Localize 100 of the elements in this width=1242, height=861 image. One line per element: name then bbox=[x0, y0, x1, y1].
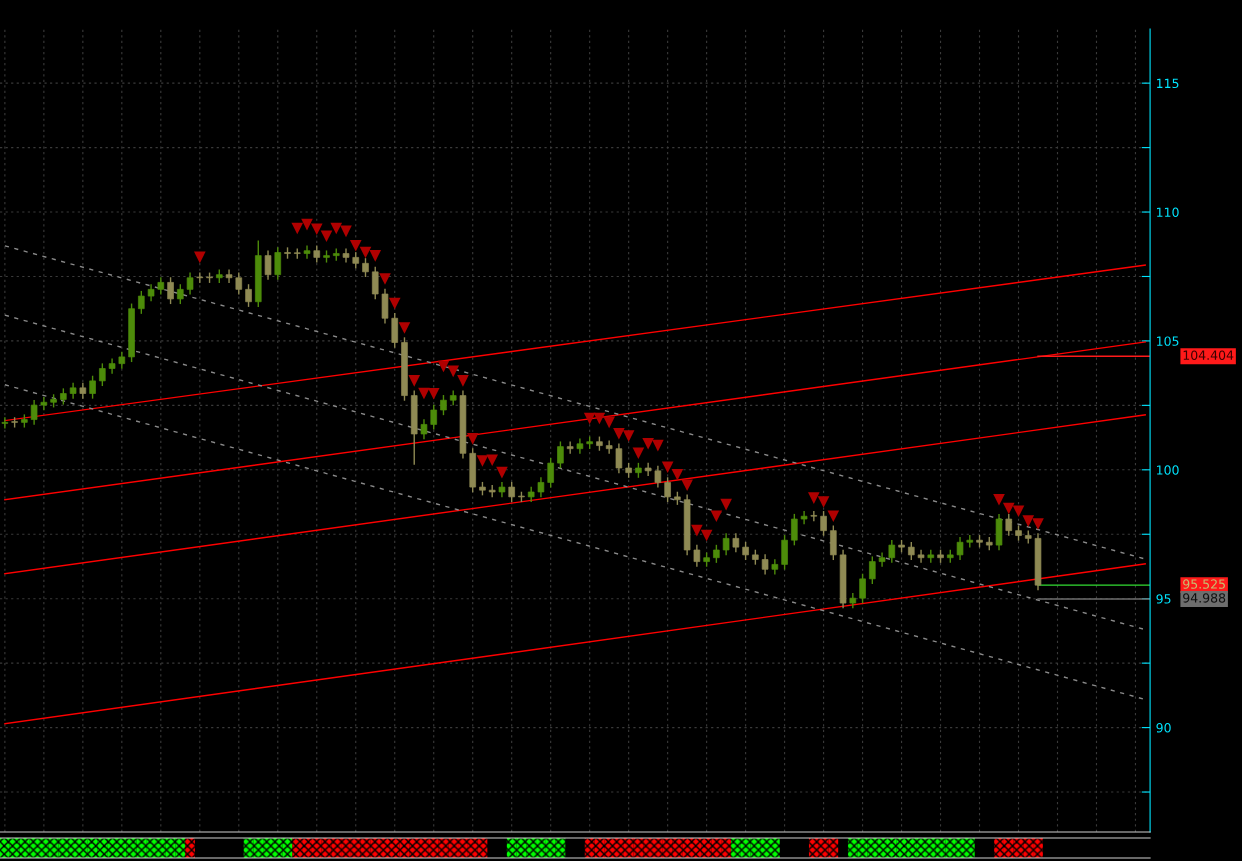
candlestick bbox=[264, 249, 272, 281]
point bbox=[1032, 518, 1044, 530]
candlestick bbox=[362, 257, 369, 278]
candlestick bbox=[742, 541, 749, 561]
candlestick bbox=[888, 539, 896, 564]
candlestick bbox=[761, 553, 769, 576]
point bbox=[193, 251, 206, 264]
candlestick bbox=[956, 536, 964, 561]
candlestick bbox=[859, 572, 866, 605]
candlestick bbox=[342, 247, 350, 264]
point bbox=[583, 412, 596, 425]
point bbox=[710, 510, 723, 523]
point bbox=[1012, 505, 1025, 518]
y-tick-label: 90 bbox=[1156, 723, 1171, 733]
candlestick bbox=[732, 532, 740, 553]
point bbox=[1002, 502, 1015, 515]
candlestick bbox=[615, 442, 623, 474]
point bbox=[720, 498, 732, 511]
point bbox=[808, 492, 820, 504]
point bbox=[496, 466, 508, 479]
point bbox=[817, 496, 830, 508]
point bbox=[457, 375, 469, 387]
point bbox=[632, 447, 645, 460]
candlestick bbox=[108, 357, 116, 375]
point bbox=[330, 222, 343, 235]
point bbox=[437, 360, 450, 373]
point bbox=[466, 433, 479, 445]
candlestick bbox=[186, 271, 194, 296]
point bbox=[486, 454, 499, 467]
candlestick bbox=[820, 510, 827, 537]
point bbox=[681, 479, 693, 492]
candlestick bbox=[420, 418, 428, 440]
candlestick bbox=[245, 283, 252, 308]
point bbox=[476, 455, 489, 467]
ref-line-label: 94.988 bbox=[1183, 593, 1226, 603]
candlestick bbox=[177, 283, 184, 305]
candlestick bbox=[654, 464, 662, 489]
point bbox=[408, 375, 421, 387]
candlestick bbox=[713, 544, 720, 564]
y-tick-label: 110 bbox=[1157, 207, 1179, 217]
candlestick bbox=[644, 462, 652, 477]
candlestick bbox=[508, 481, 515, 503]
candlestick bbox=[138, 290, 145, 315]
point bbox=[613, 427, 625, 440]
candlestick bbox=[430, 404, 437, 431]
candlestick bbox=[40, 396, 48, 411]
point bbox=[827, 510, 840, 523]
point bbox=[593, 412, 606, 425]
point bbox=[349, 239, 362, 252]
candlestick bbox=[917, 549, 925, 564]
candlestick bbox=[908, 541, 915, 561]
point bbox=[388, 297, 401, 310]
point bbox=[993, 493, 1005, 506]
point bbox=[642, 437, 654, 450]
point bbox=[447, 365, 460, 378]
candlestick bbox=[30, 399, 38, 426]
candlestick bbox=[274, 246, 282, 281]
point bbox=[320, 230, 333, 243]
candlestick bbox=[225, 268, 233, 284]
point bbox=[369, 250, 382, 262]
point bbox=[310, 223, 323, 236]
point bbox=[291, 222, 304, 235]
candlestick bbox=[557, 440, 564, 469]
candlestick bbox=[800, 510, 808, 525]
candlestick bbox=[605, 439, 613, 455]
candlestick bbox=[693, 544, 701, 568]
candlestick bbox=[869, 555, 876, 585]
point bbox=[1022, 515, 1035, 527]
candlestick bbox=[235, 271, 243, 296]
point bbox=[661, 461, 674, 474]
point bbox=[603, 416, 615, 429]
candlestick bbox=[99, 362, 106, 387]
candlestick bbox=[371, 265, 379, 300]
y-tick-label: 95 bbox=[1156, 594, 1171, 604]
candlestick bbox=[537, 476, 545, 498]
point bbox=[691, 524, 703, 537]
ref-line-label: 95.525 bbox=[1183, 579, 1225, 589]
candlestick bbox=[722, 532, 730, 556]
y-tick-label: 100 bbox=[1157, 465, 1179, 475]
candlestick bbox=[566, 440, 574, 455]
candlestick bbox=[1, 416, 9, 430]
candlestick bbox=[89, 375, 96, 400]
candlestick bbox=[810, 510, 818, 523]
point bbox=[379, 273, 391, 285]
candlestick bbox=[878, 551, 886, 568]
y-tick-label: 105 bbox=[1157, 336, 1179, 346]
ref-line-label: 104.404 bbox=[1183, 350, 1234, 360]
candlestick bbox=[664, 476, 671, 503]
candlestick bbox=[791, 513, 798, 547]
candlestick bbox=[303, 244, 311, 260]
point bbox=[622, 430, 635, 442]
point bbox=[652, 439, 664, 452]
point bbox=[398, 322, 411, 334]
y-tick-label: 115 bbox=[1157, 78, 1179, 89]
point bbox=[700, 529, 713, 542]
candlestick bbox=[547, 457, 554, 489]
point bbox=[359, 246, 372, 259]
candlestick bbox=[440, 394, 447, 416]
point bbox=[427, 387, 440, 400]
candlestick bbox=[167, 276, 174, 305]
